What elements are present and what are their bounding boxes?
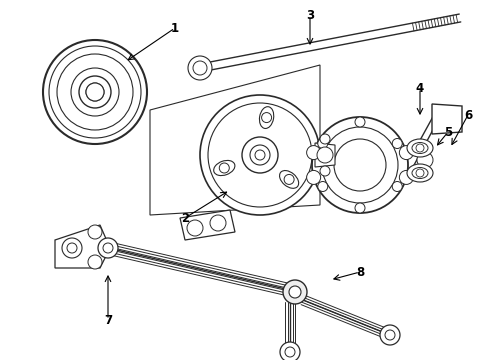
Circle shape (318, 139, 328, 149)
Circle shape (385, 330, 395, 340)
Circle shape (250, 145, 270, 165)
Circle shape (355, 117, 365, 127)
Circle shape (307, 145, 320, 159)
Circle shape (187, 220, 203, 236)
Circle shape (355, 203, 365, 213)
Ellipse shape (214, 161, 235, 176)
Circle shape (98, 238, 118, 258)
Circle shape (380, 325, 400, 345)
Circle shape (416, 144, 424, 152)
Circle shape (62, 238, 82, 258)
Circle shape (280, 342, 300, 360)
Polygon shape (180, 210, 235, 240)
Circle shape (320, 166, 330, 176)
Circle shape (399, 145, 414, 159)
Ellipse shape (407, 139, 433, 157)
Polygon shape (55, 225, 110, 268)
Ellipse shape (412, 143, 428, 153)
Ellipse shape (259, 107, 274, 129)
Circle shape (255, 150, 265, 160)
Circle shape (67, 243, 77, 253)
Circle shape (322, 127, 398, 203)
Circle shape (285, 347, 295, 357)
Ellipse shape (412, 167, 428, 179)
Circle shape (71, 68, 119, 116)
Polygon shape (432, 104, 462, 134)
Circle shape (284, 175, 294, 184)
Circle shape (318, 181, 328, 192)
Circle shape (88, 225, 102, 239)
Circle shape (208, 103, 312, 207)
Circle shape (317, 147, 333, 163)
Polygon shape (150, 65, 320, 215)
Circle shape (417, 152, 433, 168)
Circle shape (79, 76, 111, 108)
Text: 4: 4 (416, 81, 424, 95)
Circle shape (193, 61, 207, 75)
Circle shape (416, 169, 424, 177)
Circle shape (43, 40, 147, 144)
Circle shape (188, 56, 212, 80)
Circle shape (399, 170, 414, 184)
Text: 5: 5 (444, 126, 452, 139)
Circle shape (103, 243, 113, 253)
Text: 7: 7 (104, 314, 112, 327)
Text: 8: 8 (356, 266, 364, 279)
Circle shape (334, 139, 386, 191)
Text: 1: 1 (171, 22, 179, 35)
Text: 6: 6 (464, 108, 472, 122)
Circle shape (283, 280, 307, 304)
Circle shape (57, 54, 133, 130)
Circle shape (210, 215, 226, 231)
Circle shape (200, 95, 320, 215)
Circle shape (320, 134, 330, 144)
Circle shape (86, 83, 104, 101)
Circle shape (392, 181, 402, 192)
Text: 3: 3 (306, 9, 314, 22)
Polygon shape (315, 143, 335, 167)
Circle shape (242, 137, 278, 173)
Circle shape (307, 170, 320, 184)
Circle shape (49, 46, 141, 138)
Circle shape (289, 286, 301, 298)
Ellipse shape (407, 164, 433, 182)
Text: 2: 2 (181, 212, 189, 225)
Circle shape (88, 255, 102, 269)
Ellipse shape (280, 171, 299, 188)
Circle shape (262, 113, 271, 122)
Circle shape (86, 83, 104, 101)
Circle shape (312, 117, 408, 213)
Circle shape (392, 139, 402, 148)
Circle shape (220, 163, 229, 173)
